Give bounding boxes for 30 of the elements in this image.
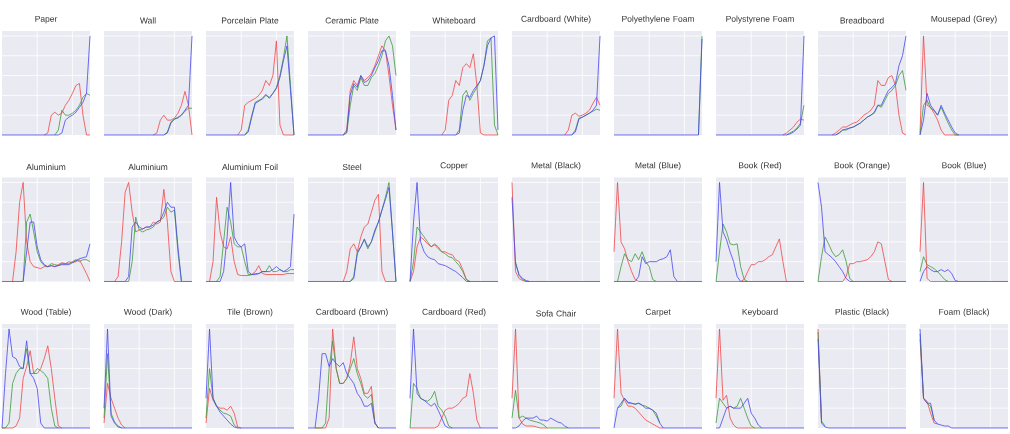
chart-title: Sofa Chair <box>536 310 577 317</box>
chart-title: Foam (Black) <box>939 308 989 317</box>
chart-title: Ceramic Plate <box>325 17 379 24</box>
chart-title: Whiteboard <box>432 17 476 24</box>
chart-title: Aluminium <box>26 163 66 170</box>
chart-title: Plastic (Black) <box>835 308 889 317</box>
chart-title: Mousepad (Grey) <box>931 15 997 24</box>
chart-title: Book (Red) <box>739 162 782 170</box>
chart-title: Metal (Black) <box>531 162 581 170</box>
chart-title: Wood (Dark) <box>123 308 172 317</box>
chart-title: Keyboard <box>742 308 778 317</box>
chart-title: Cardboard (White) <box>521 15 591 24</box>
chart-title: Polystyrene Foam <box>726 15 794 24</box>
chart-title: Book (Blue) <box>942 162 986 170</box>
chart-title: Paper <box>35 15 58 24</box>
chart-title: Steel <box>342 163 362 170</box>
chart-title: Aluminium Foil <box>222 163 278 170</box>
chart-title: Porcelain Plate <box>221 17 279 24</box>
chart-title: Wall <box>139 17 156 24</box>
chart-title: Book (Orange) <box>834 162 890 170</box>
chart-title: Cardboard (Red) <box>422 308 486 317</box>
chart-title: Breadboard <box>840 17 884 24</box>
chart-title: Aluminium <box>128 163 168 170</box>
chart-title: Copper <box>440 162 468 170</box>
chart-title: Polyethylene Foam <box>622 15 694 24</box>
chart-title: Cardboard (Brown) <box>316 308 388 317</box>
chart-title: Metal (Blue) <box>635 162 681 170</box>
chart-title: Carpet <box>645 308 671 317</box>
chart-title: Wood (Table) <box>20 308 71 317</box>
chart-title: Tile (Brown) <box>227 308 273 317</box>
